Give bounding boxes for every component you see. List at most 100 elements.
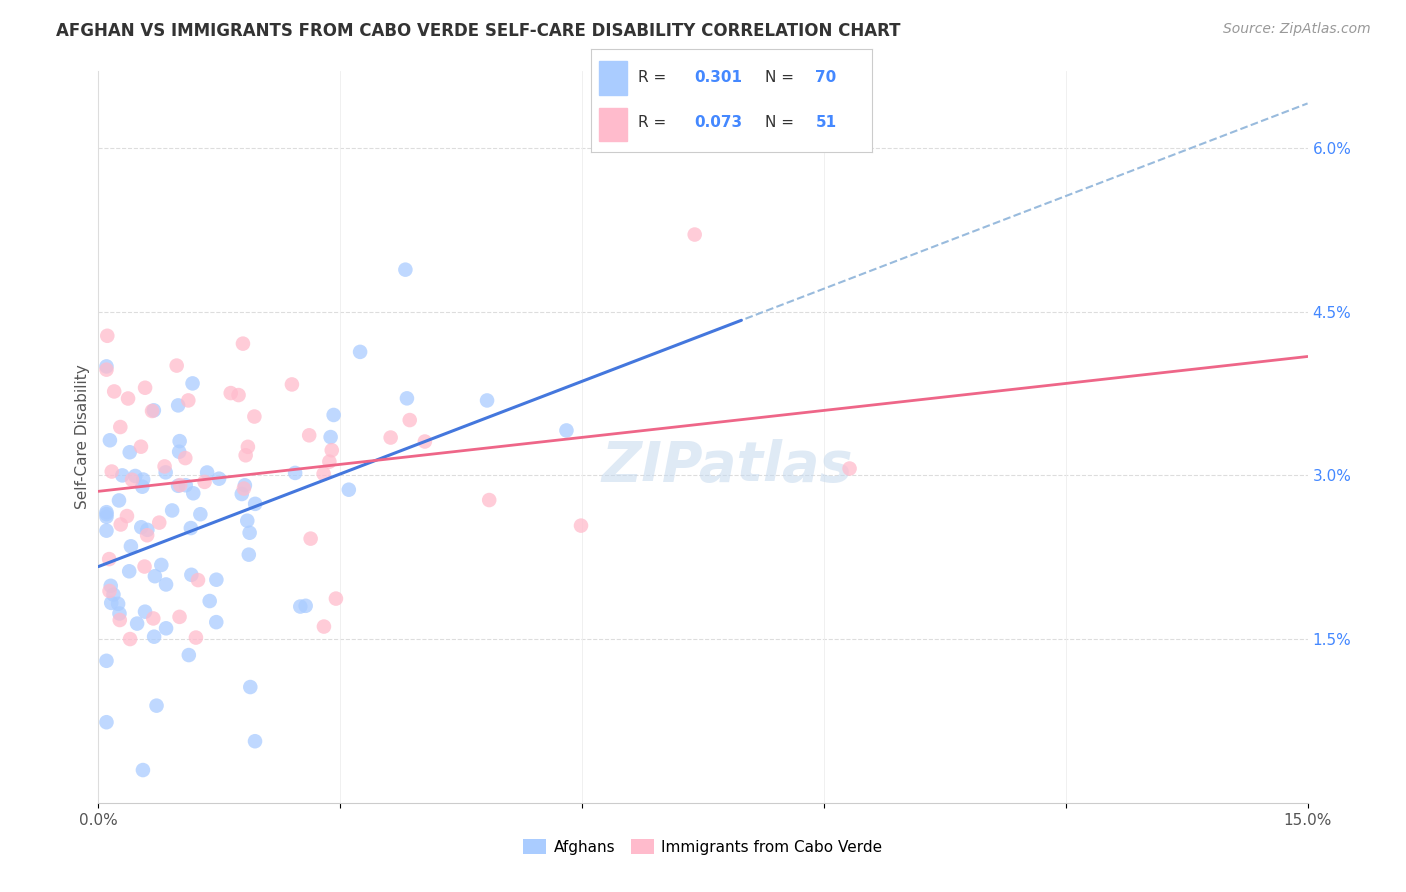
Text: 51: 51: [815, 115, 837, 130]
Point: [107, 597, 129, 611]
Point: [160, 503, 183, 517]
Point: [120, 632, 142, 646]
Point: [167, 479, 190, 493]
Point: [134, 559, 156, 574]
Point: [398, 413, 420, 427]
Point: [312, 619, 335, 633]
Point: [96, 524, 118, 538]
Point: [195, 466, 218, 480]
Point: [153, 459, 176, 474]
Point: [205, 615, 228, 629]
Point: [181, 376, 204, 391]
Point: [167, 444, 190, 458]
Legend: Afghans, Immigrants from Cabo Verde: Afghans, Immigrants from Cabo Verde: [517, 833, 889, 861]
Point: [155, 466, 177, 480]
Point: [98, 584, 121, 599]
Bar: [599, 62, 627, 95]
Point: [141, 404, 163, 418]
Text: 0.073: 0.073: [695, 115, 742, 130]
Point: [318, 455, 340, 469]
Point: [475, 393, 498, 408]
Point: [232, 336, 254, 351]
Point: [169, 478, 191, 492]
Point: [117, 392, 139, 406]
Point: [395, 392, 418, 406]
Point: [394, 262, 416, 277]
Point: [108, 613, 131, 627]
Point: [96, 715, 118, 730]
Point: [180, 567, 202, 582]
Point: [96, 359, 118, 374]
Point: [118, 564, 141, 578]
Point: [312, 467, 335, 481]
Point: [103, 384, 125, 399]
Point: [319, 430, 342, 444]
Point: [321, 443, 343, 458]
Point: [96, 507, 118, 521]
Point: [108, 607, 131, 621]
Point: [228, 388, 250, 402]
Point: [169, 434, 191, 449]
Bar: [599, 108, 627, 141]
Point: [155, 577, 177, 591]
Point: [143, 569, 166, 583]
Point: [569, 518, 592, 533]
Point: [121, 473, 143, 487]
Point: [96, 654, 118, 668]
Point: [205, 573, 228, 587]
Point: [177, 393, 200, 408]
Point: [136, 523, 159, 537]
Y-axis label: Self-Care Disability: Self-Care Disability: [75, 365, 90, 509]
Text: 70: 70: [815, 70, 837, 86]
Point: [166, 359, 188, 373]
Point: [96, 505, 118, 519]
Point: [239, 680, 262, 694]
Point: [194, 475, 217, 489]
Point: [233, 478, 256, 492]
Point: [110, 420, 132, 434]
Point: [349, 344, 371, 359]
Point: [142, 611, 165, 625]
Text: N =: N =: [765, 115, 799, 130]
Point: [187, 573, 209, 587]
Point: [380, 431, 402, 445]
Point: [238, 548, 260, 562]
Point: [555, 424, 578, 438]
Point: [236, 514, 259, 528]
Point: [174, 478, 197, 492]
Text: 0.301: 0.301: [695, 70, 742, 86]
Point: [177, 648, 200, 662]
Point: [838, 461, 860, 475]
Point: [98, 434, 121, 448]
Point: [299, 532, 322, 546]
Point: [150, 558, 173, 572]
Point: [290, 599, 312, 614]
Point: [111, 468, 134, 483]
Text: Source: ZipAtlas.com: Source: ZipAtlas.com: [1223, 22, 1371, 37]
Point: [325, 591, 347, 606]
Point: [100, 596, 122, 610]
Point: [131, 480, 153, 494]
Point: [232, 482, 254, 496]
Point: [294, 599, 316, 613]
Text: R =: R =: [638, 115, 672, 130]
Point: [243, 497, 266, 511]
Point: [180, 521, 202, 535]
Point: [134, 381, 156, 395]
Point: [243, 409, 266, 424]
Point: [118, 445, 141, 459]
Point: [174, 451, 197, 466]
Point: [219, 386, 242, 401]
Point: [148, 516, 170, 530]
Point: [167, 398, 190, 412]
Point: [188, 507, 211, 521]
Point: [127, 616, 149, 631]
Point: [108, 493, 131, 508]
Point: [96, 362, 118, 376]
Point: [110, 517, 132, 532]
Point: [281, 377, 304, 392]
Point: [198, 594, 221, 608]
Text: AFGHAN VS IMMIGRANTS FROM CABO VERDE SELF-CARE DISABILITY CORRELATION CHART: AFGHAN VS IMMIGRANTS FROM CABO VERDE SEL…: [56, 22, 901, 40]
Point: [96, 509, 118, 524]
Point: [136, 528, 159, 542]
